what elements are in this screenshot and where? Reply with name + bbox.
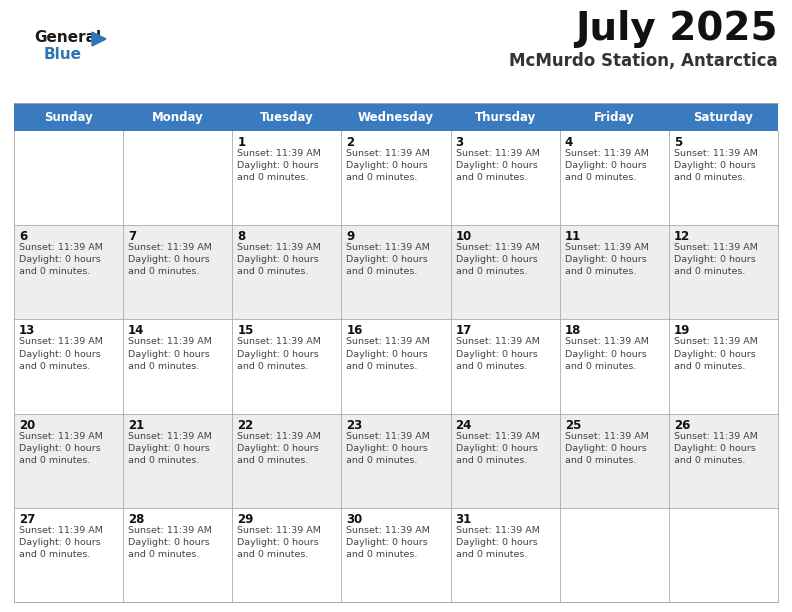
Text: Sunset: 11:39 AM
Daylight: 0 hours
and 0 minutes.: Sunset: 11:39 AM Daylight: 0 hours and 0… — [455, 337, 539, 371]
Text: Sunset: 11:39 AM
Daylight: 0 hours
and 0 minutes.: Sunset: 11:39 AM Daylight: 0 hours and 0… — [128, 431, 212, 465]
Text: Sunset: 11:39 AM
Daylight: 0 hours
and 0 minutes.: Sunset: 11:39 AM Daylight: 0 hours and 0… — [346, 243, 430, 277]
Text: 5: 5 — [674, 136, 682, 149]
Text: McMurdo Station, Antarctica: McMurdo Station, Antarctica — [509, 52, 778, 70]
Text: 24: 24 — [455, 419, 472, 431]
Text: Sunset: 11:39 AM
Daylight: 0 hours
and 0 minutes.: Sunset: 11:39 AM Daylight: 0 hours and 0… — [346, 337, 430, 371]
Text: Wednesday: Wednesday — [358, 111, 434, 124]
Bar — [14, 414, 778, 508]
Bar — [14, 508, 778, 602]
Text: 22: 22 — [238, 419, 253, 431]
Text: Sunset: 11:39 AM
Daylight: 0 hours
and 0 minutes.: Sunset: 11:39 AM Daylight: 0 hours and 0… — [455, 431, 539, 465]
Text: Sunset: 11:39 AM
Daylight: 0 hours
and 0 minutes.: Sunset: 11:39 AM Daylight: 0 hours and 0… — [346, 149, 430, 182]
Text: 30: 30 — [346, 513, 363, 526]
Text: General: General — [34, 30, 101, 45]
Text: 14: 14 — [128, 324, 144, 337]
Text: Sunset: 11:39 AM
Daylight: 0 hours
and 0 minutes.: Sunset: 11:39 AM Daylight: 0 hours and 0… — [19, 431, 103, 465]
Text: Sunset: 11:39 AM
Daylight: 0 hours
and 0 minutes.: Sunset: 11:39 AM Daylight: 0 hours and 0… — [346, 431, 430, 465]
Text: Monday: Monday — [152, 111, 204, 124]
Text: Sunset: 11:39 AM
Daylight: 0 hours
and 0 minutes.: Sunset: 11:39 AM Daylight: 0 hours and 0… — [238, 431, 322, 465]
Text: 1: 1 — [238, 136, 246, 149]
Text: 2: 2 — [346, 136, 355, 149]
Text: 10: 10 — [455, 230, 472, 243]
Text: Sunset: 11:39 AM
Daylight: 0 hours
and 0 minutes.: Sunset: 11:39 AM Daylight: 0 hours and 0… — [455, 149, 539, 182]
Text: Tuesday: Tuesday — [260, 111, 314, 124]
Text: Sunset: 11:39 AM
Daylight: 0 hours
and 0 minutes.: Sunset: 11:39 AM Daylight: 0 hours and 0… — [455, 526, 539, 559]
Text: Sunset: 11:39 AM
Daylight: 0 hours
and 0 minutes.: Sunset: 11:39 AM Daylight: 0 hours and 0… — [565, 431, 649, 465]
Text: Blue: Blue — [44, 47, 82, 62]
Text: 25: 25 — [565, 419, 581, 431]
Text: Sunset: 11:39 AM
Daylight: 0 hours
and 0 minutes.: Sunset: 11:39 AM Daylight: 0 hours and 0… — [19, 337, 103, 371]
Text: Sunset: 11:39 AM
Daylight: 0 hours
and 0 minutes.: Sunset: 11:39 AM Daylight: 0 hours and 0… — [565, 337, 649, 371]
Text: 4: 4 — [565, 136, 573, 149]
Text: 8: 8 — [238, 230, 246, 243]
Text: 20: 20 — [19, 419, 36, 431]
Text: 29: 29 — [238, 513, 253, 526]
Text: 21: 21 — [128, 419, 144, 431]
Text: Sunset: 11:39 AM
Daylight: 0 hours
and 0 minutes.: Sunset: 11:39 AM Daylight: 0 hours and 0… — [19, 526, 103, 559]
Bar — [14, 103, 778, 131]
Text: Sunset: 11:39 AM
Daylight: 0 hours
and 0 minutes.: Sunset: 11:39 AM Daylight: 0 hours and 0… — [565, 243, 649, 277]
Bar — [14, 131, 778, 225]
Text: 28: 28 — [128, 513, 144, 526]
Text: 3: 3 — [455, 136, 463, 149]
Text: 26: 26 — [674, 419, 691, 431]
Bar — [14, 319, 778, 414]
Text: 31: 31 — [455, 513, 472, 526]
Text: 16: 16 — [346, 324, 363, 337]
Text: Sunset: 11:39 AM
Daylight: 0 hours
and 0 minutes.: Sunset: 11:39 AM Daylight: 0 hours and 0… — [128, 337, 212, 371]
Text: 9: 9 — [346, 230, 355, 243]
Text: 17: 17 — [455, 324, 472, 337]
Text: Sunset: 11:39 AM
Daylight: 0 hours
and 0 minutes.: Sunset: 11:39 AM Daylight: 0 hours and 0… — [674, 149, 758, 182]
Text: Thursday: Thursday — [474, 111, 535, 124]
Text: Sunset: 11:39 AM
Daylight: 0 hours
and 0 minutes.: Sunset: 11:39 AM Daylight: 0 hours and 0… — [346, 526, 430, 559]
Text: Friday: Friday — [594, 111, 634, 124]
Text: Sunset: 11:39 AM
Daylight: 0 hours
and 0 minutes.: Sunset: 11:39 AM Daylight: 0 hours and 0… — [128, 243, 212, 277]
Text: Sunset: 11:39 AM
Daylight: 0 hours
and 0 minutes.: Sunset: 11:39 AM Daylight: 0 hours and 0… — [455, 243, 539, 277]
Text: 19: 19 — [674, 324, 691, 337]
Text: Sunset: 11:39 AM
Daylight: 0 hours
and 0 minutes.: Sunset: 11:39 AM Daylight: 0 hours and 0… — [19, 243, 103, 277]
Text: 15: 15 — [238, 324, 253, 337]
Text: Sunset: 11:39 AM
Daylight: 0 hours
and 0 minutes.: Sunset: 11:39 AM Daylight: 0 hours and 0… — [674, 337, 758, 371]
Bar — [14, 225, 778, 319]
Text: 23: 23 — [346, 419, 363, 431]
Text: 18: 18 — [565, 324, 581, 337]
Text: 11: 11 — [565, 230, 581, 243]
Text: 7: 7 — [128, 230, 136, 243]
Text: Sunset: 11:39 AM
Daylight: 0 hours
and 0 minutes.: Sunset: 11:39 AM Daylight: 0 hours and 0… — [565, 149, 649, 182]
Text: 13: 13 — [19, 324, 36, 337]
Text: Sunset: 11:39 AM
Daylight: 0 hours
and 0 minutes.: Sunset: 11:39 AM Daylight: 0 hours and 0… — [674, 243, 758, 277]
Text: 27: 27 — [19, 513, 36, 526]
Text: Sunset: 11:39 AM
Daylight: 0 hours
and 0 minutes.: Sunset: 11:39 AM Daylight: 0 hours and 0… — [674, 431, 758, 465]
Text: Sunset: 11:39 AM
Daylight: 0 hours
and 0 minutes.: Sunset: 11:39 AM Daylight: 0 hours and 0… — [238, 243, 322, 277]
Text: Sunday: Sunday — [44, 111, 93, 124]
Text: Saturday: Saturday — [694, 111, 753, 124]
Polygon shape — [92, 32, 106, 46]
Text: Sunset: 11:39 AM
Daylight: 0 hours
and 0 minutes.: Sunset: 11:39 AM Daylight: 0 hours and 0… — [238, 149, 322, 182]
Text: Sunset: 11:39 AM
Daylight: 0 hours
and 0 minutes.: Sunset: 11:39 AM Daylight: 0 hours and 0… — [128, 526, 212, 559]
Text: 12: 12 — [674, 230, 690, 243]
Text: July 2025: July 2025 — [576, 10, 778, 48]
Text: Sunset: 11:39 AM
Daylight: 0 hours
and 0 minutes.: Sunset: 11:39 AM Daylight: 0 hours and 0… — [238, 526, 322, 559]
Text: 6: 6 — [19, 230, 27, 243]
Text: Sunset: 11:39 AM
Daylight: 0 hours
and 0 minutes.: Sunset: 11:39 AM Daylight: 0 hours and 0… — [238, 337, 322, 371]
